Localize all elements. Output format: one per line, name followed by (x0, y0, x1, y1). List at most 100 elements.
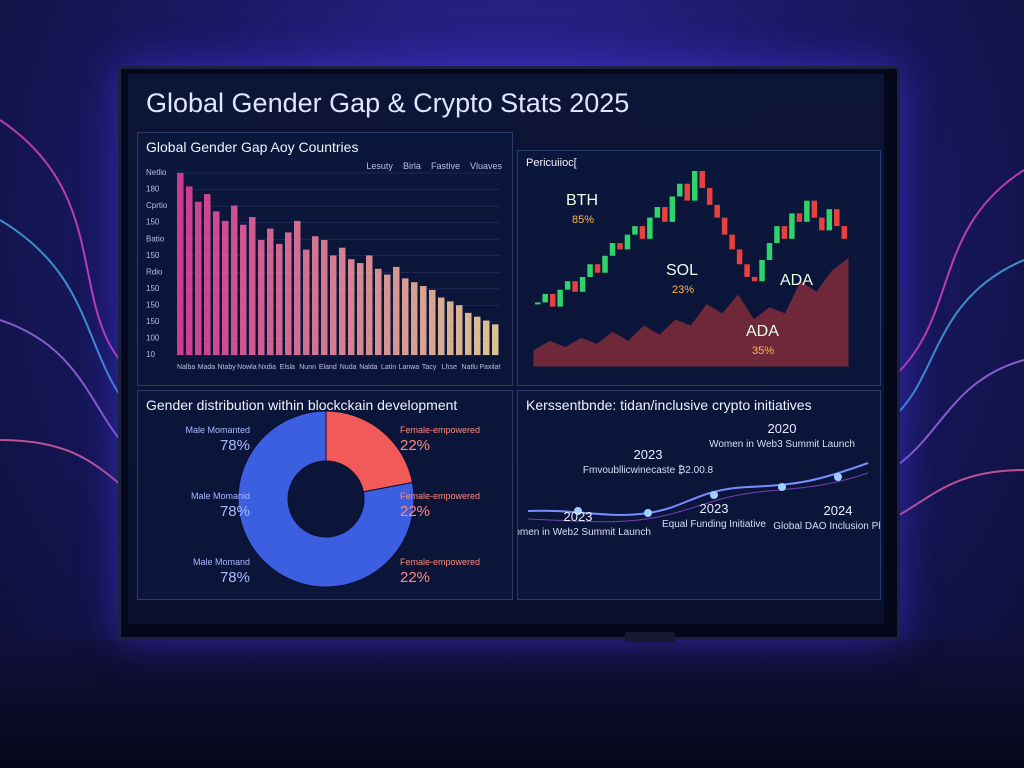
label-value: 78% (220, 437, 250, 454)
candle (766, 243, 773, 261)
bar (222, 220, 229, 355)
x-label: Paxilat (479, 364, 500, 371)
bar (267, 228, 274, 355)
floor (0, 640, 1024, 768)
donut-segment (237, 410, 415, 588)
legend-entry: Lesuty (366, 161, 393, 171)
panel-title: Pericuiioc[ (526, 157, 577, 169)
x-label: Nalda (359, 364, 377, 371)
y-label: 180 (146, 185, 160, 194)
label-value: 78% (220, 503, 250, 520)
timeline-node (778, 483, 786, 491)
label-value: 22% (400, 503, 430, 520)
coin-label: BTH (566, 192, 598, 209)
candle (587, 264, 593, 277)
candle (579, 276, 586, 292)
x-label: Eland (319, 364, 337, 371)
event-year: 2023 (700, 501, 729, 516)
y-label: Cprtio (146, 201, 168, 210)
candle (669, 196, 676, 222)
bar (321, 240, 328, 355)
y-label: 150 (146, 317, 160, 326)
candle (774, 226, 780, 244)
x-label: Lhse (442, 364, 457, 371)
bar-panel: Global Gender Gap Aoy Countries Lesuty Bi… (137, 132, 513, 386)
timeline: 2023 Women in Web2 Summit Launch 2023 Fmvou… (518, 421, 880, 538)
y-label: Batio (146, 234, 165, 243)
timeline-node (834, 473, 842, 481)
y-label: 100 (146, 334, 160, 343)
bar (204, 194, 211, 355)
label-name: Female-empowered (400, 425, 480, 435)
candle (602, 255, 608, 273)
legend-entry: Birla (402, 161, 421, 171)
bar (276, 243, 283, 355)
candle (819, 217, 825, 231)
x-label: Natlu (461, 364, 477, 371)
donut-chart: Male Momanted 78% Female-empowered 22% Male … (185, 410, 480, 588)
bar (438, 297, 445, 355)
label-value: 78% (220, 569, 250, 586)
bar (456, 305, 463, 355)
bar (312, 236, 319, 355)
bar (258, 240, 265, 355)
candle (699, 171, 705, 188)
bar (339, 247, 346, 355)
candle (834, 209, 840, 227)
event-text: Women in Web2 Summit Launch (518, 527, 651, 538)
x-label: Mada (198, 364, 216, 371)
event-text: Global DAO Inclusion Pledge (773, 521, 880, 532)
x-label: Latin (381, 364, 396, 371)
coin-change: 35% (752, 345, 774, 357)
bar (474, 316, 481, 355)
event-year: 2024 (824, 503, 853, 518)
candle (549, 293, 556, 307)
candle (677, 183, 683, 197)
area (533, 257, 849, 367)
label-name: Female-empowered (400, 491, 480, 501)
y-label: 150 (146, 300, 160, 309)
timeline-node (710, 491, 718, 499)
candle (826, 209, 833, 231)
candle (729, 234, 735, 250)
bar (294, 220, 301, 355)
coin-label: ADA (780, 272, 813, 289)
candle (692, 171, 698, 201)
candle (564, 281, 571, 290)
x-label: Elsla (280, 364, 295, 371)
label-name: Male Momanid (191, 491, 250, 501)
bar (186, 186, 193, 355)
bar (240, 224, 247, 355)
bar (465, 312, 472, 355)
label-value: 22% (400, 437, 430, 454)
coin-label: SOL (666, 262, 698, 279)
y-label: 150 (146, 251, 160, 260)
legend: Lesuty Birla Fastive Vluaves (366, 161, 502, 171)
candle (624, 234, 631, 250)
event-text: Fmvoubllicwinecaste ₿2.00.8 (583, 464, 714, 476)
bar (177, 173, 184, 355)
label-value: 22% (400, 569, 430, 586)
candlestick-chart: BTH 85% SOL 23% ADA ADA 35% (533, 171, 849, 367)
bar (330, 255, 337, 355)
donut-panel: Gender distribution within blockckain de… (137, 390, 513, 600)
bar (393, 266, 400, 355)
bar (303, 249, 310, 355)
bar-chart: Netlio 180 Cprtio 150 Batio 150 Rdio 150 150 150 1… (146, 168, 500, 371)
candle (841, 226, 847, 239)
candle (781, 226, 788, 239)
bar (447, 301, 454, 355)
x-label: Nunn (299, 364, 316, 371)
stand (625, 632, 675, 642)
bar (492, 324, 499, 355)
bar (348, 259, 355, 355)
x-label: Tacy (422, 364, 437, 371)
bar (384, 274, 391, 355)
x-label: Nowla (237, 364, 257, 371)
bar (231, 205, 238, 355)
legend-entry: Vluaves (469, 161, 502, 171)
candle (632, 226, 638, 235)
candle (617, 243, 623, 250)
donut-segment (325, 410, 414, 493)
